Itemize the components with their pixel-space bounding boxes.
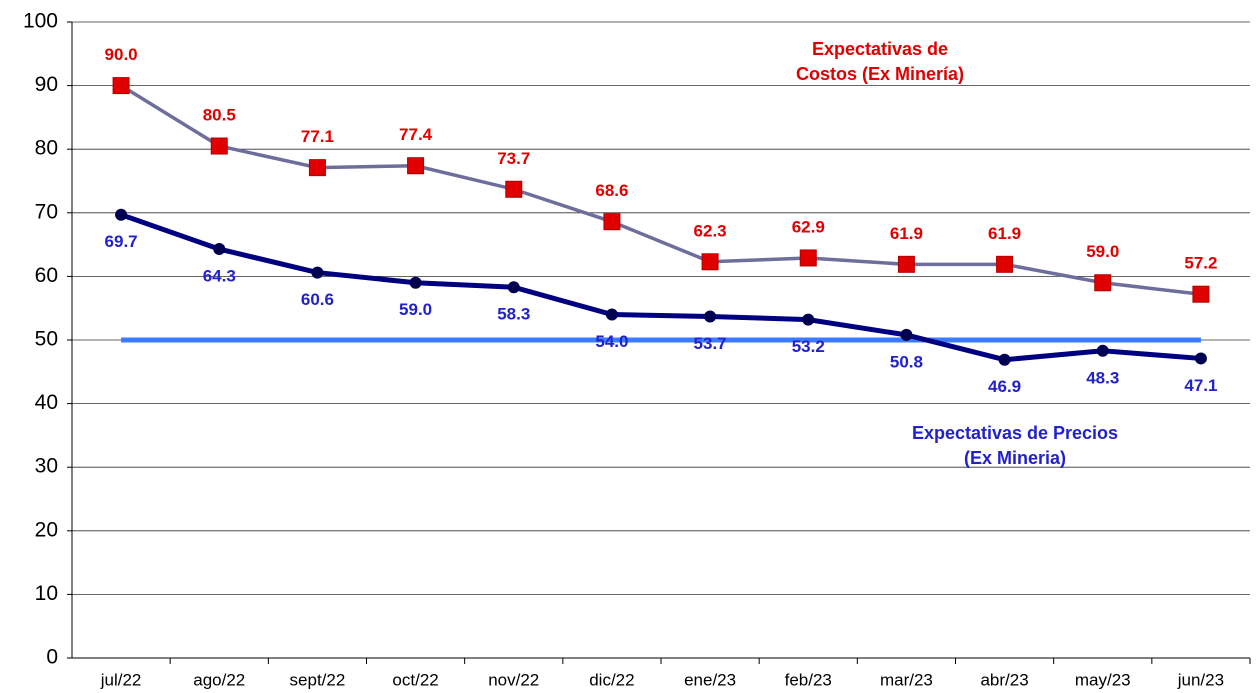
marker (701, 253, 719, 271)
data-label: 62.9 (792, 217, 825, 236)
y-tick-label: 80 (35, 137, 58, 160)
marker (505, 180, 523, 198)
y-tick-label: 40 (35, 391, 58, 414)
marker (1094, 274, 1112, 292)
y-tick-label: 20 (35, 518, 58, 541)
data-label: 47.1 (1184, 376, 1217, 395)
x-tick-label: ago/22 (193, 670, 245, 689)
x-tick-label: jul/22 (100, 670, 142, 689)
x-tick-label: mar/23 (880, 670, 933, 689)
marker (115, 208, 128, 221)
marker (996, 255, 1014, 273)
marker (704, 310, 717, 323)
data-label: 64.3 (203, 267, 236, 286)
data-label: 68.6 (595, 181, 628, 200)
marker (998, 353, 1011, 366)
y-tick-label: 10 (35, 582, 58, 605)
y-tick-label: 30 (35, 455, 58, 478)
data-label: 77.1 (301, 127, 334, 146)
data-label: 60.6 (301, 290, 334, 309)
data-label: 59.0 (399, 300, 432, 319)
x-tick-label: may/23 (1075, 670, 1131, 689)
data-label: 53.2 (792, 337, 825, 356)
marker (900, 328, 913, 341)
data-label: 59.0 (1086, 242, 1119, 261)
x-tick-label: oct/22 (392, 670, 438, 689)
data-label: 90.0 (105, 45, 138, 64)
marker (1096, 344, 1109, 357)
annotation: Expectativas de Precios (912, 423, 1118, 443)
marker (210, 137, 228, 155)
y-tick-label: 50 (35, 328, 58, 351)
data-label: 77.4 (399, 125, 433, 144)
data-label: 58.3 (497, 305, 530, 324)
x-tick-label: jun/23 (1177, 670, 1224, 689)
marker (802, 313, 815, 326)
x-tick-label: nov/22 (488, 670, 539, 689)
data-label: 61.9 (890, 224, 923, 243)
x-tick-label: ene/23 (684, 670, 736, 689)
series-line (120, 212, 1202, 363)
data-label: 57.2 (1184, 254, 1217, 273)
x-tick-label: feb/23 (785, 670, 832, 689)
data-label: 48.3 (1086, 368, 1119, 387)
marker (897, 255, 915, 273)
marker (407, 157, 425, 175)
data-label: 73.7 (497, 149, 530, 168)
x-tick-label: sept/22 (290, 670, 346, 689)
marker (409, 276, 422, 289)
annotation: (Ex Mineria) (964, 448, 1066, 468)
y-tick-label: 70 (35, 200, 58, 223)
annotation: Costos (Ex Minería) (796, 64, 964, 84)
y-tick-label: 100 (23, 10, 58, 33)
marker (1192, 285, 1210, 303)
marker (112, 77, 130, 95)
marker (213, 243, 226, 256)
data-label: 62.3 (694, 221, 727, 240)
marker (1194, 352, 1207, 365)
data-label: 80.5 (203, 106, 236, 125)
data-label: 54.0 (595, 332, 628, 351)
marker (311, 266, 324, 279)
marker (605, 308, 618, 321)
series-line (120, 84, 1202, 296)
y-tick-label: 90 (35, 73, 58, 96)
marker (507, 281, 520, 294)
y-tick-label: 60 (35, 264, 58, 287)
marker (799, 249, 817, 267)
data-label: 53.7 (694, 334, 727, 353)
data-label: 61.9 (988, 224, 1021, 243)
data-label: 69.7 (105, 232, 138, 251)
x-tick-label: dic/22 (589, 670, 634, 689)
marker (603, 213, 621, 231)
marker (308, 159, 326, 177)
data-label: 50.8 (890, 352, 923, 371)
x-tick-label: abr/23 (980, 670, 1028, 689)
data-label: 46.9 (988, 377, 1021, 396)
annotation: Expectativas de (812, 39, 948, 59)
y-tick-label: 0 (46, 646, 58, 669)
